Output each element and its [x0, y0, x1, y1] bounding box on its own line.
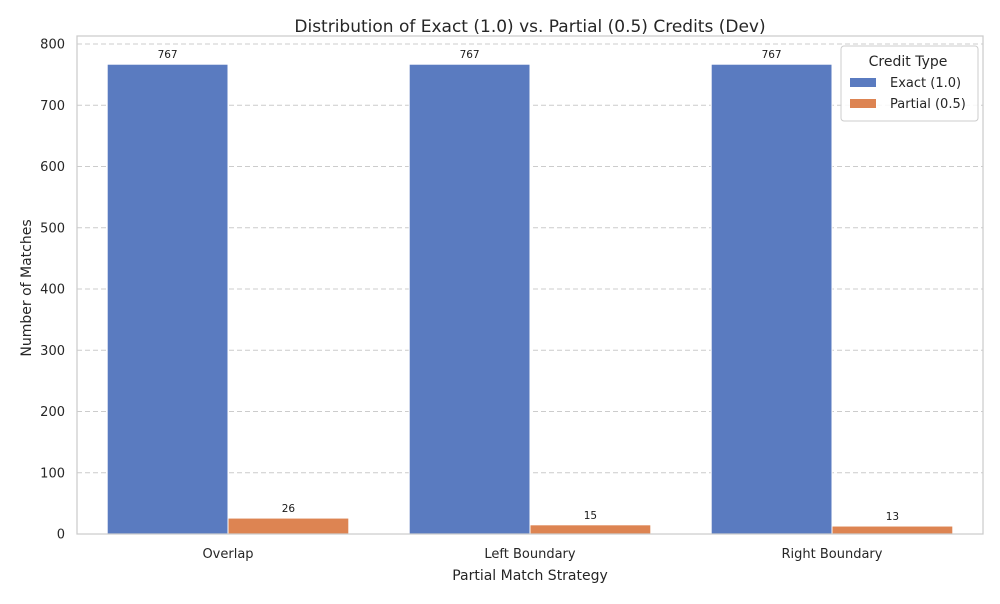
- bar: [408, 63, 531, 535]
- legend-items: Exact (1.0) Partial (0.5): [850, 76, 966, 112]
- bar: [227, 517, 350, 535]
- plot-frame: [76, 35, 984, 535]
- y-tick-label: 100: [40, 466, 65, 481]
- y-tick-label: 400: [40, 283, 65, 298]
- x-tick-label: Overlap: [202, 547, 253, 562]
- bar: [106, 63, 229, 535]
- y-tick-label: 0: [57, 528, 65, 543]
- bar: [831, 525, 954, 535]
- data-label: 13: [886, 511, 899, 523]
- bar: [529, 524, 652, 535]
- data-labels: 767 26 767 15 767 13: [158, 49, 900, 523]
- y-axis-label: Number of Matches: [19, 219, 35, 356]
- legend-label: Exact (1.0): [890, 76, 961, 91]
- y-tick-label: 700: [40, 99, 65, 114]
- x-axis-ticks: Overlap Left Boundary Right Boundary: [202, 547, 882, 562]
- data-label: 767: [460, 49, 480, 61]
- x-tick-label: Right Boundary: [782, 547, 883, 562]
- legend-title: Credit Type: [869, 54, 948, 70]
- y-tick-label: 800: [40, 38, 65, 53]
- y-tick-label: 600: [40, 160, 65, 175]
- legend-label: Partial (0.5): [890, 97, 966, 112]
- legend-swatch: [850, 78, 876, 87]
- y-tick-label: 500: [40, 221, 65, 236]
- chart-title: Distribution of Exact (1.0) vs. Partial …: [294, 17, 765, 37]
- x-tick-label: Left Boundary: [484, 547, 576, 562]
- legend-swatch: [850, 99, 876, 108]
- data-label: 767: [158, 49, 178, 61]
- legend: Credit Type Exact (1.0) Partial (0.5): [840, 45, 979, 122]
- y-tick-label: 300: [40, 344, 65, 359]
- data-label: 15: [584, 510, 597, 522]
- y-axis-ticks: 0 100 200 300 400 500 600 700 800: [40, 38, 65, 543]
- y-tick-label: 200: [40, 405, 65, 420]
- bars: [106, 63, 954, 535]
- data-label: 26: [282, 503, 296, 515]
- data-label: 767: [762, 49, 782, 61]
- x-axis-label: Partial Match Strategy: [452, 568, 608, 584]
- bar: [710, 63, 833, 535]
